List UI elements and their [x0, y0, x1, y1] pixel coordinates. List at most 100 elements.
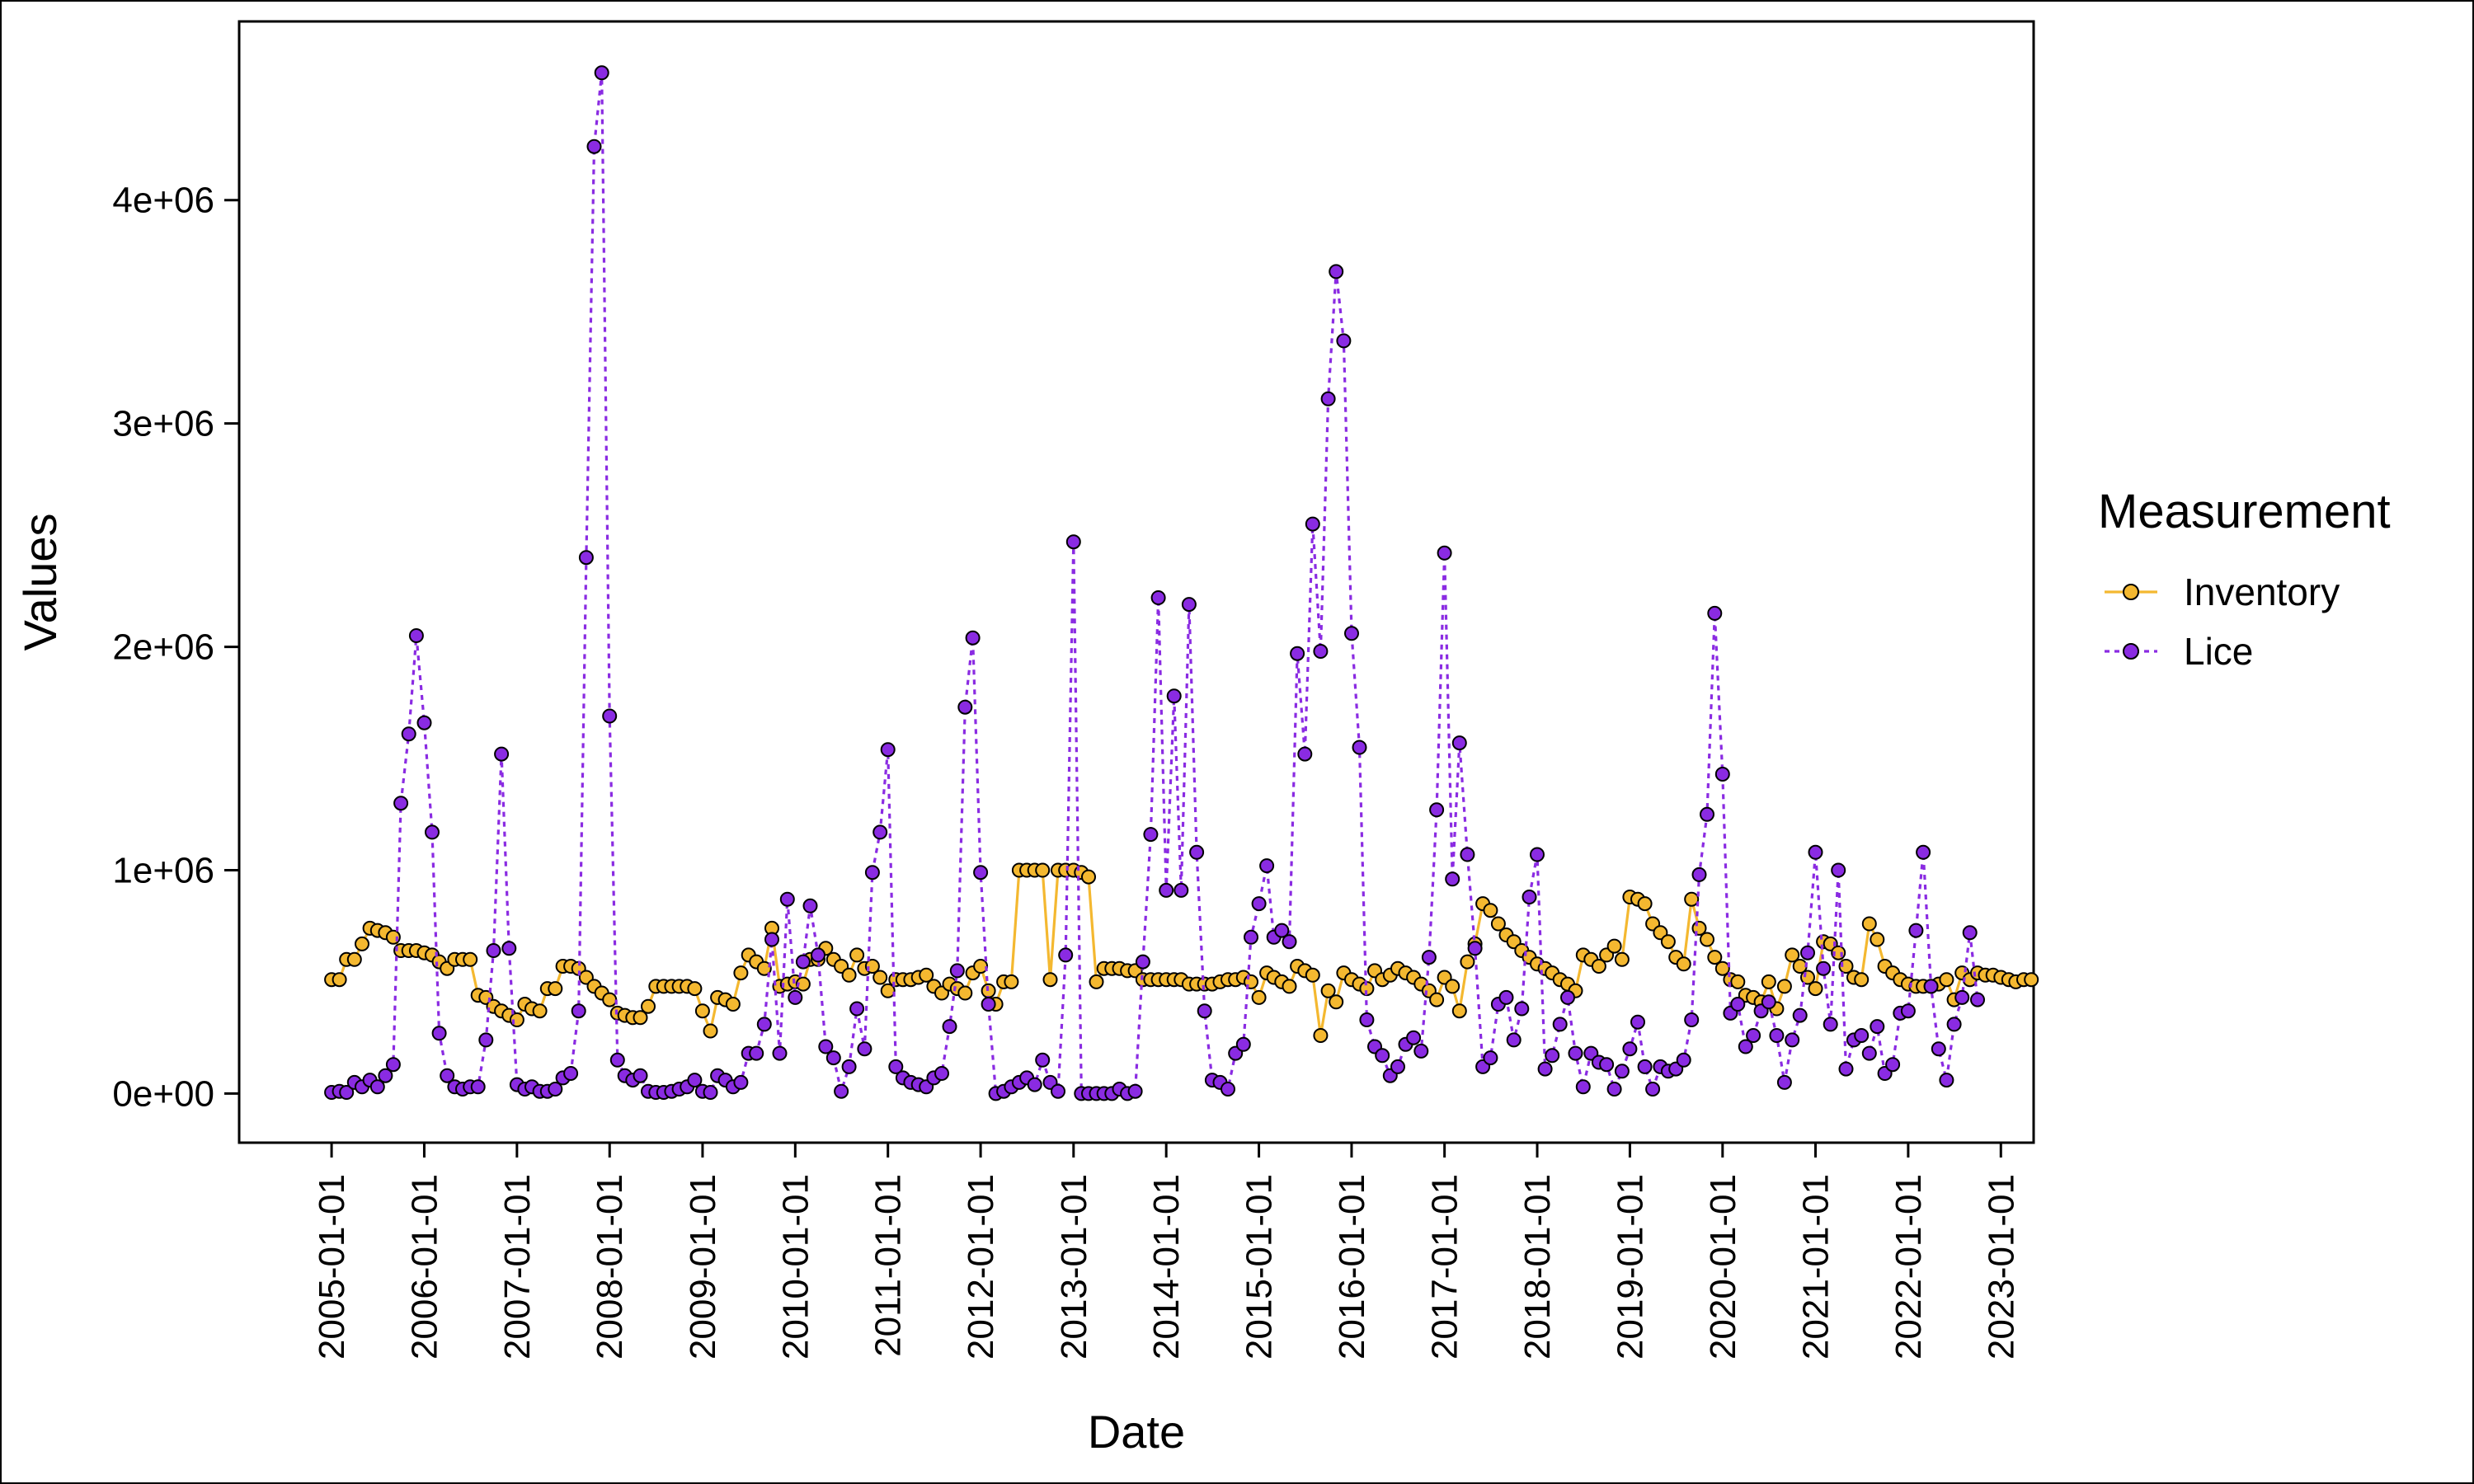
lice-point [1460, 847, 1475, 862]
lice-point [973, 865, 989, 881]
x-tick-label: 2021-01-01 [1796, 1174, 1837, 1360]
inventory-point [332, 972, 347, 988]
lice-point [949, 963, 965, 979]
lice-point [1221, 1082, 1235, 1097]
lice-point [1336, 333, 1352, 349]
inventory-point [355, 936, 369, 951]
legend-label: Lice [2184, 630, 2253, 673]
lice-point [934, 1066, 949, 1081]
lice-point [1861, 1045, 1877, 1061]
lice-point [864, 865, 880, 881]
lice-point [981, 997, 996, 1012]
lice-line [331, 73, 1979, 1097]
lice-point [802, 898, 818, 913]
lice-point [1274, 923, 1290, 938]
lice-point [1197, 1003, 1212, 1019]
inventory-point [1320, 983, 1336, 998]
lice-point [1700, 806, 1714, 822]
lice-point [1282, 934, 1297, 950]
lice-point [841, 1059, 857, 1074]
inventory-point [1637, 896, 1653, 912]
lice-point [1259, 858, 1275, 874]
inventory-point [1429, 992, 1445, 1007]
inventory-point [1282, 979, 1297, 994]
lice-point [1776, 1074, 1792, 1090]
lice-point [764, 932, 779, 947]
inventory-point [694, 1003, 710, 1019]
lice-point [1637, 1059, 1653, 1074]
x-tick-label: 2016-01-01 [1332, 1174, 1372, 1360]
lice-point [1235, 1036, 1251, 1052]
lice-point [1560, 989, 1575, 1005]
lice-point [1900, 1003, 1916, 1019]
lice-point [1691, 866, 1707, 882]
inventory-point [641, 998, 656, 1014]
legend-item-lice: Lice [2105, 630, 2253, 673]
inventory-point [1329, 994, 1344, 1010]
y-axis-title: Values [14, 513, 66, 650]
x-tick-label: 2018-01-01 [1517, 1174, 1558, 1360]
lice-point [633, 1068, 648, 1083]
lice-point [1614, 1064, 1630, 1079]
series-lice [324, 65, 1985, 1101]
lice-point [1630, 1014, 1645, 1030]
inventory-point [725, 997, 741, 1012]
lice-point [440, 1068, 455, 1083]
lice-point [1676, 1052, 1691, 1068]
lice-point [1939, 1073, 1954, 1088]
lice-point [1568, 1045, 1583, 1061]
lice-point [1738, 1039, 1753, 1054]
lice-point [1166, 688, 1182, 704]
lice-point [470, 1079, 486, 1095]
x-tick-label: 2013-01-01 [1054, 1174, 1094, 1360]
inventory-point [1660, 934, 1676, 950]
lice-point [1159, 882, 1174, 898]
lice-point [772, 1045, 788, 1061]
lice-point [1606, 1082, 1622, 1097]
lice-point [501, 941, 517, 956]
y-tick-label: 2e+06 [112, 627, 214, 668]
lice-point [1189, 844, 1205, 860]
lice-point [1320, 391, 1336, 406]
lice-point [1375, 1048, 1390, 1064]
lice-point [1946, 1017, 1962, 1032]
lice-point [1792, 1007, 1808, 1023]
y-axis: 0e+00 1e+06 2e+06 3e+06 4e+06 [112, 181, 239, 1114]
x-tick-label: 2006-01-01 [404, 1174, 444, 1360]
lice-point [1552, 1017, 1568, 1032]
inventory-point [1761, 974, 1776, 989]
inventory-point [880, 983, 896, 998]
lice-point [1065, 534, 1081, 550]
x-tick-label: 2005-01-01 [312, 1174, 352, 1360]
inventory-point [1042, 972, 1058, 988]
lice-point [1467, 941, 1483, 956]
lice-point [825, 1050, 841, 1066]
lice-point [1437, 545, 1452, 561]
lice-point [1413, 1043, 1429, 1059]
inventory-point [1451, 1003, 1467, 1019]
lice-point [1352, 740, 1367, 755]
lice-point [578, 550, 594, 566]
lice-point [795, 954, 811, 970]
lice-point [1506, 1032, 1522, 1048]
inventory-point [1676, 956, 1691, 972]
lice-point [1445, 871, 1460, 887]
lice-point [1831, 862, 1846, 878]
lice-point [1390, 1059, 1405, 1074]
lice-point [1244, 929, 1258, 945]
lice-point [1305, 516, 1320, 532]
lice-point [1290, 646, 1305, 661]
inventory-point [1730, 974, 1746, 989]
inventory-point [1714, 960, 1730, 976]
x-tick-label: 2009-01-01 [683, 1174, 723, 1360]
lice-point [586, 139, 602, 154]
lice-point [1808, 844, 1823, 860]
inventory-point [1776, 979, 1792, 994]
plot-panel [238, 20, 2035, 1144]
y-tick-label: 4e+06 [112, 181, 214, 221]
lice-point [1746, 1028, 1761, 1043]
inventory-point [1854, 972, 1870, 988]
x-tick-label: 2015-01-01 [1239, 1174, 1280, 1360]
x-tick-label: 2012-01-01 [961, 1174, 1001, 1360]
